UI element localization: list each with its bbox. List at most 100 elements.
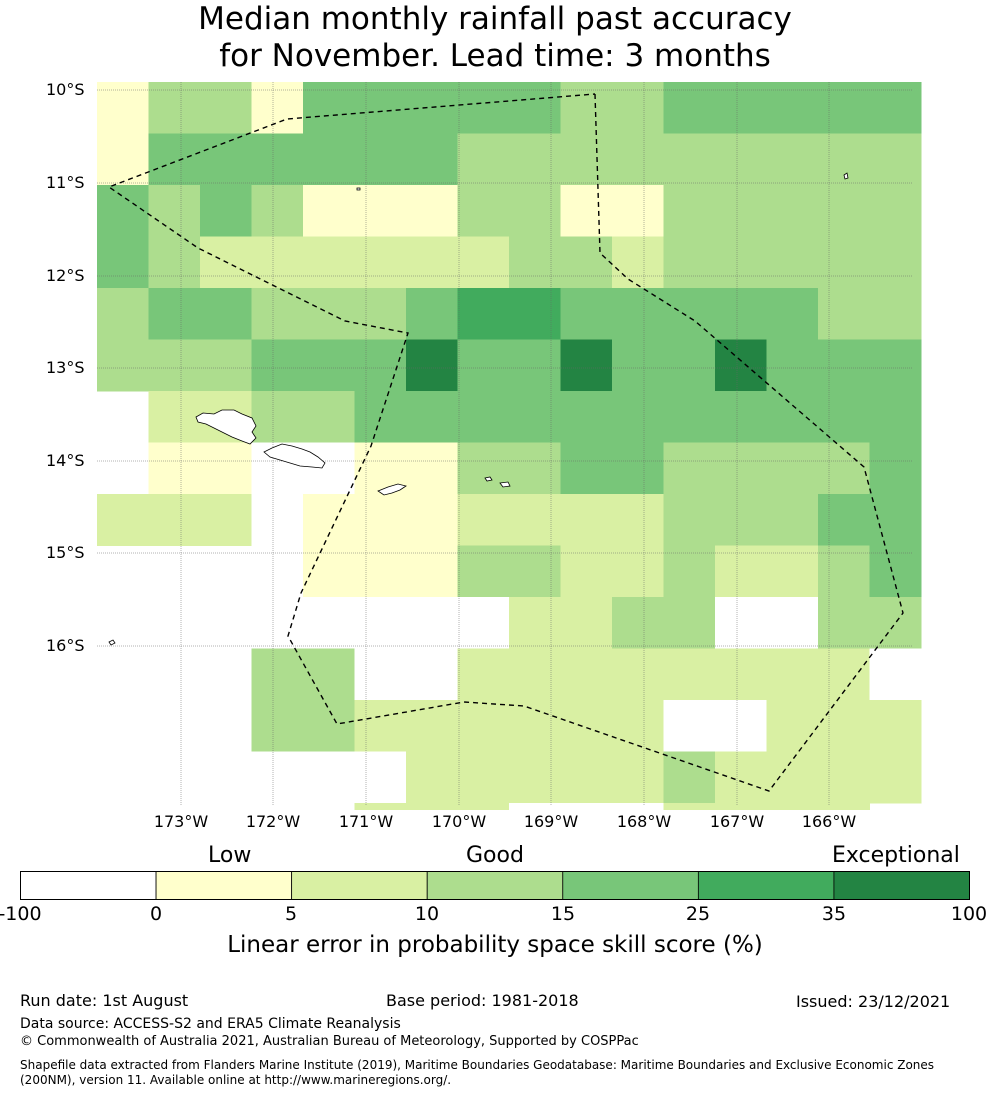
shapefile-credit-2: (200NM), version 11. Available online at…: [20, 1073, 452, 1087]
grid-cell: [509, 751, 561, 804]
grid-cell: [303, 236, 355, 289]
colorbar-tick: 15: [550, 903, 576, 925]
grid-cell: [457, 597, 510, 649]
grid-cell: [818, 803, 870, 810]
grid-cell: [715, 803, 767, 810]
grid-cell: [251, 545, 304, 598]
grid-cell: [869, 236, 922, 289]
colorbar-tick: 25: [685, 903, 711, 925]
lat-label: 11°S: [46, 173, 85, 192]
grid-cell: [715, 185, 767, 237]
lat-label: 15°S: [46, 543, 85, 562]
lat-label: 12°S: [46, 266, 85, 285]
grid-cell: [818, 133, 870, 186]
island-swains: [356, 187, 361, 191]
grid-cell: [251, 288, 304, 340]
grid-cell: [818, 391, 870, 443]
grid-cell: [560, 442, 613, 495]
grid-cell: [869, 751, 922, 804]
grid-cell: [303, 648, 355, 701]
grid-cell: [612, 648, 664, 701]
grid-cell: [200, 339, 252, 392]
grid-cell: [663, 185, 716, 237]
grid-cell: [612, 133, 664, 186]
grid-cell: [818, 545, 870, 598]
grid-cell: [869, 133, 922, 186]
grid-cell: [148, 648, 201, 701]
grid-cell: [97, 236, 149, 289]
grid-cell: [251, 133, 304, 186]
colorbar-segment: [426, 871, 564, 900]
grid-cell: [560, 597, 613, 649]
colorbar-tick: 100: [950, 903, 988, 925]
grid-cell: [560, 236, 613, 289]
grid-cell: [148, 288, 201, 340]
grid-cell: [715, 288, 767, 340]
grid-cell: [148, 236, 201, 289]
grid-cell: [509, 545, 561, 598]
lon-label: 173°W: [153, 812, 209, 831]
grid-cell: [869, 339, 922, 392]
colorbar-label: Linear error in probability space skill …: [227, 932, 763, 958]
grid-cell: [406, 700, 458, 752]
grid-cell: [200, 133, 252, 186]
grid-cell: [869, 391, 922, 443]
grid-cell: [406, 597, 458, 649]
grid-cell: [612, 597, 664, 649]
grid-cell: [457, 185, 510, 237]
grid-cell: [406, 339, 458, 392]
island-savaii: [195, 409, 257, 445]
grid-cell: [200, 648, 252, 701]
colorbar-tick: 5: [284, 903, 298, 925]
lon-label: 168°W: [616, 812, 672, 831]
island-upolu: [263, 443, 326, 469]
grid-cell: [766, 751, 819, 804]
grid-cell: [766, 648, 819, 701]
grid-cell: [406, 236, 458, 289]
grid-cell: [663, 751, 716, 804]
grid-cell: [303, 442, 355, 495]
grid-cell: [715, 494, 767, 546]
grid-cell: [509, 236, 561, 289]
graticule: [97, 82, 913, 805]
grid-cell: [715, 648, 767, 701]
grid-cell: [663, 133, 716, 186]
grid-cell: [818, 494, 870, 546]
island-tutuila: [377, 483, 407, 496]
grid-cell: [509, 82, 561, 134]
colorbar-tick: -100: [0, 903, 42, 925]
grid-cell: [663, 597, 716, 649]
grid-cell: [97, 82, 149, 134]
grid-cell: [509, 803, 561, 810]
grid-cell: [715, 133, 767, 186]
grid-cell: [715, 82, 767, 134]
skill-grid: [97, 82, 922, 810]
grid-cell: [612, 82, 664, 134]
grid-cell: [303, 288, 355, 340]
grid-cell: [663, 803, 716, 810]
grid-cell: [406, 545, 458, 598]
grid-cell: [251, 597, 304, 649]
grid-cell: [509, 288, 561, 340]
grid-cell: [406, 442, 458, 495]
colorbar-segment: [155, 871, 293, 900]
grid-cell: [715, 597, 767, 649]
grid-cell: [97, 133, 149, 186]
grid-cell: [869, 700, 922, 752]
grid-cell: [406, 288, 458, 340]
grid-cell: [818, 700, 870, 752]
grid-cell: [406, 494, 458, 546]
grid-cell: [200, 288, 252, 340]
grid-cell: [715, 700, 767, 752]
grid-cell: [148, 391, 201, 443]
grid-cell: [148, 442, 201, 495]
data-source: Data source: ACCESS-S2 and ERA5 Climate …: [20, 1016, 401, 1032]
grid-cell: [303, 751, 355, 804]
grid-cell: [148, 185, 201, 237]
grid-cell: [560, 803, 613, 810]
grid-cell: [869, 82, 922, 134]
grid-cell: [354, 700, 407, 752]
grid-cell: [406, 133, 458, 186]
grid-cell: [715, 545, 767, 598]
grid-cell: [869, 185, 922, 237]
